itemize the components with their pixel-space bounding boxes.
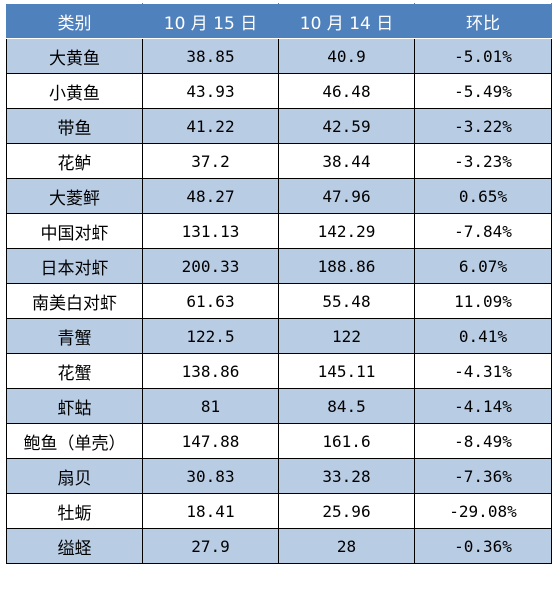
change-cell: -0.36% (414, 528, 552, 564)
table-row: 小黄鱼 43.93 46.48 -5.49% (6, 73, 552, 109)
change-cell: -29.08% (414, 493, 552, 529)
table-row: 扇贝 30.83 33.28 -7.36% (6, 458, 552, 494)
header-change: 环比 (414, 3, 552, 39)
table-row: 花鲈 37.2 38.44 -3.23% (6, 143, 552, 179)
category-cell: 南美白对虾 (6, 283, 143, 319)
oct15-price-cell: 18.41 (142, 493, 279, 529)
category-cell: 鲍鱼（单壳） (6, 423, 143, 459)
table-row: 南美白对虾 61.63 55.48 11.09% (6, 283, 552, 319)
table-row: 缢蛏 27.9 28 -0.36% (6, 528, 552, 564)
oct14-price-cell: 33.28 (278, 458, 415, 494)
table-row: 日本对虾 200.33 188.86 6.07% (6, 248, 552, 284)
table-header: 类别 10 月 15 日 10 月 14 日 环比 (6, 3, 552, 39)
table-row: 中国对虾 131.13 142.29 -7.84% (6, 213, 552, 249)
oct15-price-cell: 38.85 (142, 38, 279, 74)
table-row: 大黄鱼 38.85 40.9 -5.01% (6, 38, 552, 74)
header-category: 类别 (6, 3, 143, 39)
header-row: 类别 10 月 15 日 10 月 14 日 环比 (6, 3, 552, 39)
change-cell: -5.49% (414, 73, 552, 109)
change-cell: -3.22% (414, 108, 552, 144)
category-cell: 花蟹 (6, 353, 143, 389)
category-cell: 小黄鱼 (6, 73, 143, 109)
oct14-price-cell: 122 (278, 318, 415, 354)
change-cell: 11.09% (414, 283, 552, 319)
oct14-price-cell: 42.59 (278, 108, 415, 144)
oct15-price-cell: 122.5 (142, 318, 279, 354)
change-cell: 0.65% (414, 178, 552, 214)
category-cell: 牡蛎 (6, 493, 143, 529)
category-cell: 缢蛏 (6, 528, 143, 564)
change-cell: -7.36% (414, 458, 552, 494)
table-row: 青蟹 122.5 122 0.41% (6, 318, 552, 354)
change-cell: -8.49% (414, 423, 552, 459)
table-row: 大菱鲆 48.27 47.96 0.65% (6, 178, 552, 214)
header-oct14: 10 月 14 日 (278, 3, 415, 39)
table-row: 牡蛎 18.41 25.96 -29.08% (6, 493, 552, 529)
oct14-price-cell: 142.29 (278, 213, 415, 249)
change-cell: -4.14% (414, 388, 552, 424)
table-row: 带鱼 41.22 42.59 -3.22% (6, 108, 552, 144)
table-row: 花蟹 138.86 145.11 -4.31% (6, 353, 552, 389)
change-cell: -7.84% (414, 213, 552, 249)
oct15-price-cell: 48.27 (142, 178, 279, 214)
oct15-price-cell: 61.63 (142, 283, 279, 319)
category-cell: 虾蛄 (6, 388, 143, 424)
oct14-price-cell: 84.5 (278, 388, 415, 424)
oct15-price-cell: 37.2 (142, 143, 279, 179)
oct15-price-cell: 30.83 (142, 458, 279, 494)
category-cell: 青蟹 (6, 318, 143, 354)
oct14-price-cell: 188.86 (278, 248, 415, 284)
oct14-price-cell: 28 (278, 528, 415, 564)
change-cell: 0.41% (414, 318, 552, 354)
change-cell: -5.01% (414, 38, 552, 74)
oct15-price-cell: 147.88 (142, 423, 279, 459)
change-cell: -4.31% (414, 353, 552, 389)
oct15-price-cell: 27.9 (142, 528, 279, 564)
oct15-price-cell: 43.93 (142, 73, 279, 109)
category-cell: 带鱼 (6, 108, 143, 144)
oct15-price-cell: 138.86 (142, 353, 279, 389)
change-cell: 6.07% (414, 248, 552, 284)
category-cell: 扇贝 (6, 458, 143, 494)
table-body: 大黄鱼 38.85 40.9 -5.01% 小黄鱼 43.93 46.48 -5.49% 带鱼 4… (6, 38, 552, 564)
price-table: 类别 10 月 15 日 10 月 14 日 环比 大黄鱼 38.85 40.9 -5… (6, 3, 552, 564)
oct14-price-cell: 161.6 (278, 423, 415, 459)
oct14-price-cell: 40.9 (278, 38, 415, 74)
category-cell: 大黄鱼 (6, 38, 143, 74)
oct15-price-cell: 200.33 (142, 248, 279, 284)
oct15-price-cell: 81 (142, 388, 279, 424)
category-cell: 花鲈 (6, 143, 143, 179)
oct14-price-cell: 47.96 (278, 178, 415, 214)
change-cell: -3.23% (414, 143, 552, 179)
table-row: 鲍鱼（单壳） 147.88 161.6 -8.49% (6, 423, 552, 459)
oct14-price-cell: 25.96 (278, 493, 415, 529)
category-cell: 大菱鲆 (6, 178, 143, 214)
table-row: 虾蛄 81 84.5 -4.14% (6, 388, 552, 424)
oct14-price-cell: 38.44 (278, 143, 415, 179)
category-cell: 中国对虾 (6, 213, 143, 249)
header-oct15: 10 月 15 日 (142, 3, 279, 39)
category-cell: 日本对虾 (6, 248, 143, 284)
oct15-price-cell: 131.13 (142, 213, 279, 249)
oct14-price-cell: 46.48 (278, 73, 415, 109)
oct14-price-cell: 145.11 (278, 353, 415, 389)
oct14-price-cell: 55.48 (278, 283, 415, 319)
oct15-price-cell: 41.22 (142, 108, 279, 144)
